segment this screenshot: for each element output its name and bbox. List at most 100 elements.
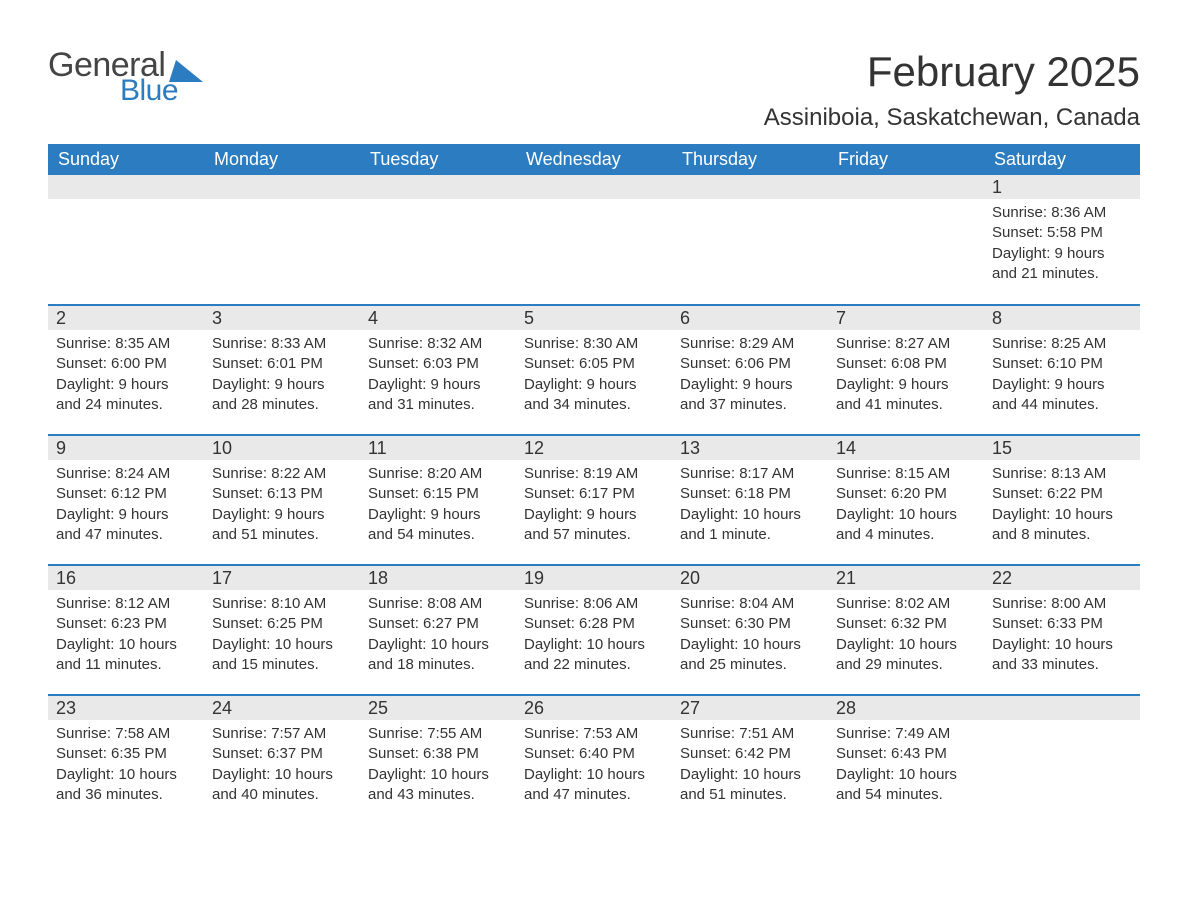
sunrise-text: Sunrise: 8:27 AM (836, 334, 976, 354)
sunset-text: Sunset: 6:30 PM (680, 614, 820, 634)
day-cell: 3Sunrise: 8:33 AMSunset: 6:01 PMDaylight… (204, 305, 360, 435)
daylight-text: Daylight: 10 hours and 40 minutes. (212, 765, 352, 806)
day-cell (672, 175, 828, 305)
day-cell (516, 175, 672, 305)
sunrise-text: Sunrise: 8:22 AM (212, 464, 352, 484)
weekday-header: Sunday (48, 144, 204, 175)
sunset-text: Sunset: 6:28 PM (524, 614, 664, 634)
day-number: 20 (672, 566, 828, 590)
day-cell: 10Sunrise: 8:22 AMSunset: 6:13 PMDayligh… (204, 435, 360, 565)
day-details: Sunrise: 8:19 AMSunset: 6:17 PMDaylight:… (516, 460, 672, 551)
sunrise-text: Sunrise: 8:17 AM (680, 464, 820, 484)
daylight-text: Daylight: 9 hours and 37 minutes. (680, 375, 820, 416)
day-number: 1 (984, 175, 1140, 199)
sunrise-text: Sunrise: 7:53 AM (524, 724, 664, 744)
sunset-text: Sunset: 6:43 PM (836, 744, 976, 764)
sunset-text: Sunset: 6:00 PM (56, 354, 196, 374)
sunrise-text: Sunrise: 8:04 AM (680, 594, 820, 614)
daylight-text: Daylight: 10 hours and 43 minutes. (368, 765, 508, 806)
sunrise-text: Sunrise: 8:12 AM (56, 594, 196, 614)
sunrise-text: Sunrise: 8:32 AM (368, 334, 508, 354)
day-number: 3 (204, 306, 360, 330)
daylight-text: Daylight: 10 hours and 11 minutes. (56, 635, 196, 676)
day-number (360, 175, 516, 199)
day-cell: 18Sunrise: 8:08 AMSunset: 6:27 PMDayligh… (360, 565, 516, 695)
daylight-text: Daylight: 10 hours and 47 minutes. (524, 765, 664, 806)
day-details: Sunrise: 8:15 AMSunset: 6:20 PMDaylight:… (828, 460, 984, 551)
day-cell: 12Sunrise: 8:19 AMSunset: 6:17 PMDayligh… (516, 435, 672, 565)
daylight-text: Daylight: 9 hours and 31 minutes. (368, 375, 508, 416)
daylight-text: Daylight: 10 hours and 33 minutes. (992, 635, 1132, 676)
sunset-text: Sunset: 6:10 PM (992, 354, 1132, 374)
day-number: 17 (204, 566, 360, 590)
day-number: 12 (516, 436, 672, 460)
logo: General Blue (48, 48, 203, 106)
sunset-text: Sunset: 6:32 PM (836, 614, 976, 634)
day-details: Sunrise: 8:22 AMSunset: 6:13 PMDaylight:… (204, 460, 360, 551)
day-details: Sunrise: 7:55 AMSunset: 6:38 PMDaylight:… (360, 720, 516, 811)
day-number: 15 (984, 436, 1140, 460)
sunrise-text: Sunrise: 8:24 AM (56, 464, 196, 484)
weekday-header-row: Sunday Monday Tuesday Wednesday Thursday… (48, 144, 1140, 175)
sunset-text: Sunset: 6:35 PM (56, 744, 196, 764)
week-row: 2Sunrise: 8:35 AMSunset: 6:00 PMDaylight… (48, 305, 1140, 435)
sunset-text: Sunset: 6:20 PM (836, 484, 976, 504)
day-cell (828, 175, 984, 305)
weekday-header: Thursday (672, 144, 828, 175)
daylight-text: Daylight: 10 hours and 36 minutes. (56, 765, 196, 806)
day-number (828, 175, 984, 199)
daylight-text: Daylight: 10 hours and 25 minutes. (680, 635, 820, 676)
daylight-text: Daylight: 9 hours and 34 minutes. (524, 375, 664, 416)
sunset-text: Sunset: 6:27 PM (368, 614, 508, 634)
header: General Blue February 2025 Assiniboia, S… (48, 48, 1140, 132)
daylight-text: Daylight: 9 hours and 54 minutes. (368, 505, 508, 546)
day-cell: 20 Sunrise: 8:04 AMSunset: 6:30 PMDayligh… (672, 565, 828, 695)
sunset-text: Sunset: 6:06 PM (680, 354, 820, 374)
day-number: 22 (984, 566, 1140, 590)
day-number: 16 (48, 566, 204, 590)
day-cell (984, 695, 1140, 825)
sunrise-text: Sunrise: 7:51 AM (680, 724, 820, 744)
sunset-text: Sunset: 6:37 PM (212, 744, 352, 764)
day-cell: 16Sunrise: 8:12 AMSunset: 6:23 PMDayligh… (48, 565, 204, 695)
day-cell: 23Sunrise: 7:58 AMSunset: 6:35 PMDayligh… (48, 695, 204, 825)
day-details: Sunrise: 8:06 AMSunset: 6:28 PMDaylight:… (516, 590, 672, 681)
sunrise-text: Sunrise: 8:29 AM (680, 334, 820, 354)
day-number: 8 (984, 306, 1140, 330)
day-details: Sunrise: 7:51 AMSunset: 6:42 PMDaylight:… (672, 720, 828, 811)
sunset-text: Sunset: 6:12 PM (56, 484, 196, 504)
day-cell: 24Sunrise: 7:57 AMSunset: 6:37 PMDayligh… (204, 695, 360, 825)
day-number: 26 (516, 696, 672, 720)
calendar-table: Sunday Monday Tuesday Wednesday Thursday… (48, 144, 1140, 825)
day-number: 24 (204, 696, 360, 720)
daylight-text: Daylight: 9 hours and 47 minutes. (56, 505, 196, 546)
day-number: 21 (828, 566, 984, 590)
day-cell: 9Sunrise: 8:24 AMSunset: 6:12 PMDaylight… (48, 435, 204, 565)
sunrise-text: Sunrise: 8:15 AM (836, 464, 976, 484)
day-number: 2 (48, 306, 204, 330)
sunrise-text: Sunrise: 8:02 AM (836, 594, 976, 614)
location-subtitle: Assiniboia, Saskatchewan, Canada (764, 104, 1140, 132)
sunset-text: Sunset: 6:42 PM (680, 744, 820, 764)
day-number (984, 696, 1140, 720)
daylight-text: Daylight: 9 hours and 21 minutes. (992, 244, 1132, 285)
weekday-header: Friday (828, 144, 984, 175)
day-cell: 14Sunrise: 8:15 AMSunset: 6:20 PMDayligh… (828, 435, 984, 565)
day-number: 13 (672, 436, 828, 460)
day-details: Sunrise: 7:58 AMSunset: 6:35 PMDaylight:… (48, 720, 204, 811)
daylight-text: Daylight: 9 hours and 51 minutes. (212, 505, 352, 546)
day-cell: 21Sunrise: 8:02 AMSunset: 6:32 PMDayligh… (828, 565, 984, 695)
day-cell: 5Sunrise: 8:30 AMSunset: 6:05 PMDaylight… (516, 305, 672, 435)
day-cell (204, 175, 360, 305)
day-details: Sunrise: 8:25 AMSunset: 6:10 PMDaylight:… (984, 330, 1140, 421)
day-number (672, 175, 828, 199)
day-cell: 25Sunrise: 7:55 AMSunset: 6:38 PMDayligh… (360, 695, 516, 825)
daylight-text: Daylight: 10 hours and 15 minutes. (212, 635, 352, 676)
sunset-text: Sunset: 6:25 PM (212, 614, 352, 634)
day-number: 14 (828, 436, 984, 460)
day-cell: 19Sunrise: 8:06 AMSunset: 6:28 PMDayligh… (516, 565, 672, 695)
day-details: Sunrise: 8:30 AMSunset: 6:05 PMDaylight:… (516, 330, 672, 421)
day-details: Sunrise: 7:53 AMSunset: 6:40 PMDaylight:… (516, 720, 672, 811)
day-details: Sunrise: 8:20 AMSunset: 6:15 PMDaylight:… (360, 460, 516, 551)
sunset-text: Sunset: 6:22 PM (992, 484, 1132, 504)
